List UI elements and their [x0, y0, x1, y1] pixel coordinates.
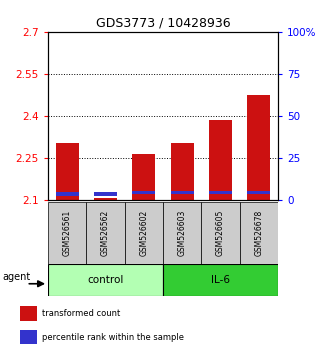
Text: GSM526603: GSM526603 [178, 210, 187, 256]
Bar [209, 120, 232, 200]
Text: percentile rank within the sample: percentile rank within the sample [42, 332, 184, 342]
Bar [48, 264, 163, 296]
Bar [56, 193, 79, 196]
Bar [48, 202, 86, 264]
Bar [209, 191, 232, 194]
Text: agent: agent [2, 272, 31, 282]
Text: GSM526678: GSM526678 [254, 210, 263, 256]
Text: GSM526562: GSM526562 [101, 210, 110, 256]
Bar [132, 191, 155, 194]
Bar [20, 330, 37, 344]
Text: IL-6: IL-6 [211, 275, 230, 285]
Bar [171, 191, 194, 194]
Bar [94, 198, 117, 200]
Bar [94, 193, 117, 196]
Bar [132, 154, 155, 200]
Bar [125, 202, 163, 264]
Bar [201, 202, 240, 264]
Bar [240, 202, 278, 264]
Bar [247, 191, 270, 194]
Title: GDS3773 / 10428936: GDS3773 / 10428936 [96, 16, 230, 29]
Bar [163, 202, 201, 264]
Text: transformed count: transformed count [42, 309, 120, 318]
Text: GSM526605: GSM526605 [216, 210, 225, 256]
Bar [163, 264, 278, 296]
Text: GSM526602: GSM526602 [139, 210, 148, 256]
Bar [247, 95, 270, 200]
Bar [20, 306, 37, 321]
Text: GSM526561: GSM526561 [63, 210, 72, 256]
Bar [56, 143, 79, 200]
Text: control: control [87, 275, 124, 285]
Bar [86, 202, 125, 264]
Bar [171, 143, 194, 200]
